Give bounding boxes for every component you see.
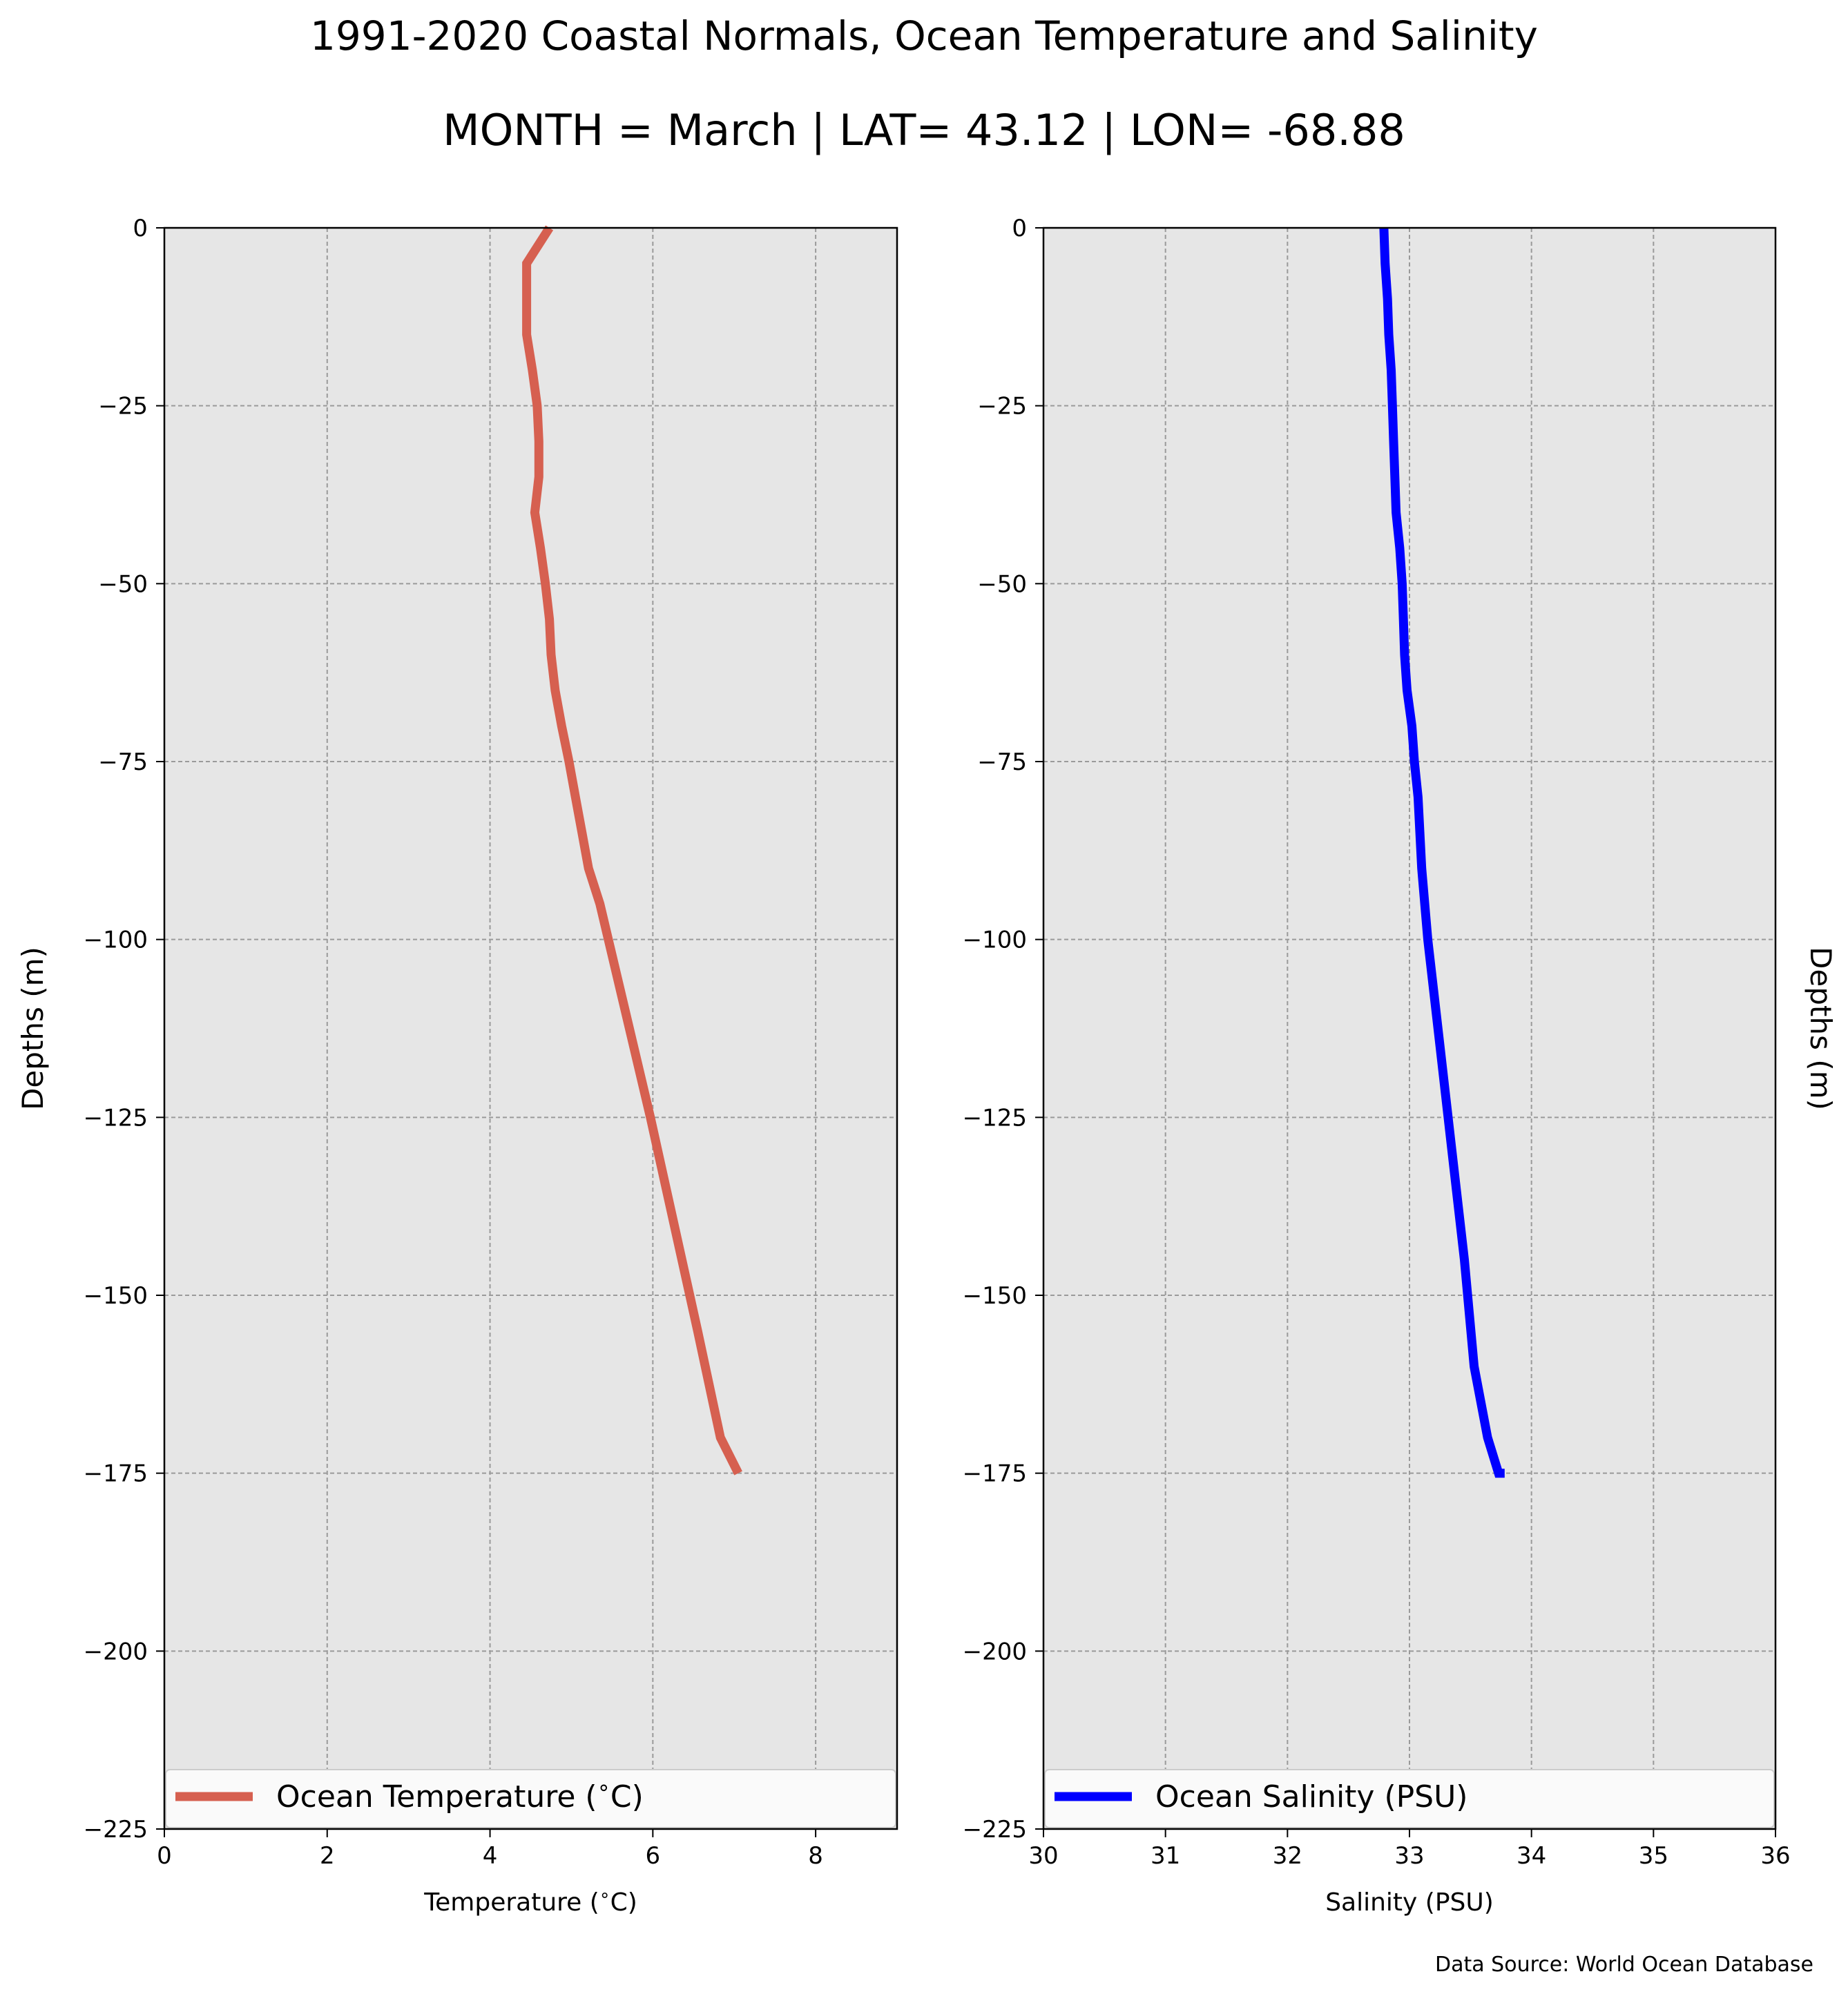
x-tick-label: 6 [646, 1842, 661, 1870]
y-tick-label: −225 [84, 1816, 148, 1844]
chart-title: 1991-2020 Coastal Normals, Ocean Tempera… [310, 12, 1538, 59]
y-tick-label: −175 [963, 1460, 1027, 1488]
x-tick-label: 36 [1760, 1842, 1790, 1870]
axes-frame [163, 226, 898, 1830]
x-tick-label: 8 [808, 1842, 823, 1870]
y-tick-label: −50 [98, 570, 148, 598]
x-tick-label: 4 [483, 1842, 498, 1870]
y-axis-label: Depths (m) [1804, 947, 1838, 1110]
x-tick-label: 31 [1151, 1842, 1180, 1870]
y-tick-label: −150 [963, 1282, 1027, 1310]
y-tick-label: −150 [84, 1282, 148, 1310]
series-line [522, 225, 742, 1475]
y-tick-label: −175 [84, 1460, 148, 1488]
y-tick-label: 0 [1012, 215, 1027, 242]
x-tick-label: 30 [1028, 1842, 1058, 1870]
data-source-note: Data Source: World Ocean Database [1435, 1953, 1813, 1977]
y-tick-label: 0 [133, 215, 148, 242]
legend-box [165, 1769, 896, 1828]
y-tick-label: −225 [963, 1816, 1027, 1844]
x-tick-label: 32 [1273, 1842, 1302, 1870]
y-tick-label: −75 [98, 748, 148, 776]
y-tick-label: −200 [84, 1638, 148, 1665]
x-tick-label: 34 [1517, 1842, 1546, 1870]
chart-subtitle: MONTH = March | LAT= 43.12 | LON= -68.88 [443, 105, 1405, 155]
legend-label: Ocean Salinity (PSU) [1155, 1779, 1467, 1815]
x-tick-label: 2 [320, 1842, 335, 1870]
legend: Ocean Temperature (∘C) [165, 1769, 896, 1828]
legend-label: Ocean Temperature (∘C) [276, 1775, 644, 1815]
x-tick-label: 35 [1639, 1842, 1668, 1870]
legend-box [1044, 1769, 1775, 1828]
y-tick-label: −25 [98, 393, 148, 420]
y-tick-label: −200 [963, 1638, 1027, 1665]
y-tick-label: −25 [977, 393, 1027, 420]
y-tick-label: −100 [84, 927, 148, 954]
x-tick-label: 33 [1394, 1842, 1424, 1870]
x-axis-label: Salinity (PSU) [1325, 1888, 1494, 1917]
y-tick-label: −125 [963, 1104, 1027, 1132]
y-tick-label: −75 [977, 748, 1027, 776]
x-tick-label: 0 [157, 1842, 172, 1870]
series-line [1379, 227, 1505, 1478]
panel-1: Ocean Temperature (∘C) 0 2 4 6 8 0 −25 −50 −75 −10… [16, 215, 898, 1917]
plot-area [164, 228, 897, 1829]
x-axis-label: Temperature (∘C) [423, 1885, 637, 1917]
y-tick-label: −50 [977, 570, 1027, 598]
y-tick-label: −125 [84, 1104, 148, 1132]
y-axis-label: Depths (m) [16, 947, 50, 1110]
y-tick-label: −100 [963, 927, 1027, 954]
panel-2: Ocean Salinity (PSU) 30 31 32 33 34 35 36 0 −25 −5… [963, 215, 1838, 1917]
legend: Ocean Salinity (PSU) [1044, 1769, 1775, 1828]
